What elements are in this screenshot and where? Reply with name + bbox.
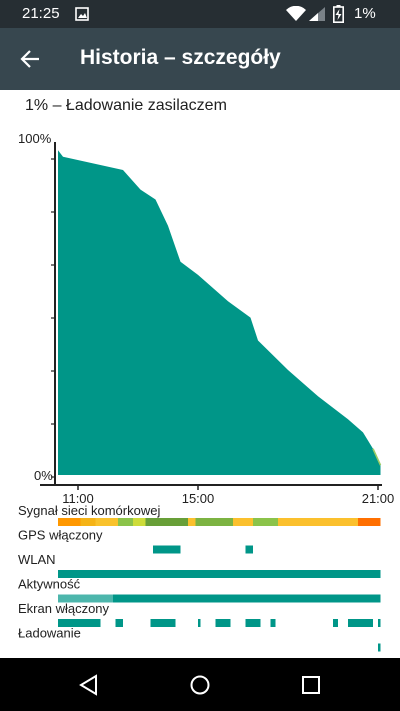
track-segment <box>95 518 118 526</box>
track-segment <box>145 518 188 526</box>
nav-back-button[interactable] <box>67 663 111 707</box>
navigation-bar <box>0 658 400 711</box>
track-segment <box>358 518 381 526</box>
track-segment <box>118 518 133 526</box>
track-label: Ekran włączony <box>18 601 110 616</box>
nav-recents-button[interactable] <box>289 663 333 707</box>
wifi-icon <box>286 6 306 21</box>
track-segment <box>153 545 181 554</box>
track-segment <box>115 619 123 627</box>
nav-recents-square-icon <box>302 676 320 694</box>
track-segment <box>113 594 381 603</box>
status-time: 21:25 <box>22 5 60 22</box>
nav-home-button[interactable] <box>178 663 222 707</box>
image-icon <box>75 7 89 21</box>
track-segment <box>198 619 201 627</box>
chart-axes <box>40 142 382 490</box>
track-segment <box>233 518 253 526</box>
battery-history-chart: 100% 0% 11:00 15:00 21:00 Sygnał sieci kom… <box>18 131 394 652</box>
track-segment <box>348 619 373 627</box>
status-bar: 21:25 1% <box>0 0 400 28</box>
x-tick-label: 11:00 <box>62 491 94 506</box>
track-segment <box>188 518 196 526</box>
track-segment <box>195 518 233 526</box>
page-title: Historia – szczegóły <box>80 46 281 69</box>
cell-signal-icon <box>309 7 325 21</box>
battery-level-area <box>58 150 381 476</box>
nav-back-triangle-icon <box>79 674 97 696</box>
y-label-bottom: 0% <box>34 468 53 483</box>
track-segment <box>245 619 261 627</box>
track-segment <box>58 570 381 578</box>
battery-summary: 1% – Ładowanie zasilaczem <box>25 97 227 114</box>
track-segment <box>133 518 146 526</box>
track-segment <box>58 594 113 603</box>
history-tracks: Sygnał sieci komórkowej GPS włączony WLAN A… <box>18 503 381 652</box>
battery-area-group <box>58 150 382 476</box>
track-segment <box>245 545 253 554</box>
charging-edge-line <box>372 448 382 466</box>
app-bar: Historia – szczegóły <box>0 28 400 90</box>
nav-home-circle-icon <box>190 675 210 695</box>
track-segment <box>150 619 176 627</box>
track-label: WLAN <box>18 552 56 567</box>
track-segment <box>278 518 358 526</box>
track-segment <box>253 518 278 526</box>
track-segment <box>378 643 381 652</box>
track-label: GPS włączony <box>18 528 103 543</box>
x-tick-labels: 11:00 15:00 21:00 <box>62 491 394 506</box>
arrow-left-icon <box>20 50 39 68</box>
track-segment <box>58 619 101 627</box>
battery-charging-icon <box>333 5 344 23</box>
track-segment <box>270 619 276 627</box>
track-segment <box>80 518 96 526</box>
track-segment <box>215 619 231 627</box>
battery-percent: 1% <box>354 5 376 22</box>
track-segment <box>333 619 338 627</box>
track-segment <box>378 619 381 627</box>
track-label: Aktywność <box>18 577 81 592</box>
y-label-top: 100% <box>18 131 52 146</box>
track-segment <box>58 518 81 526</box>
track-label: Ładowanie <box>18 626 81 641</box>
back-button[interactable] <box>6 35 54 83</box>
x-tick-label: 21:00 <box>362 491 395 506</box>
track-label: Sygnał sieci komórkowej <box>18 503 160 518</box>
x-tick-label: 15:00 <box>182 491 215 506</box>
